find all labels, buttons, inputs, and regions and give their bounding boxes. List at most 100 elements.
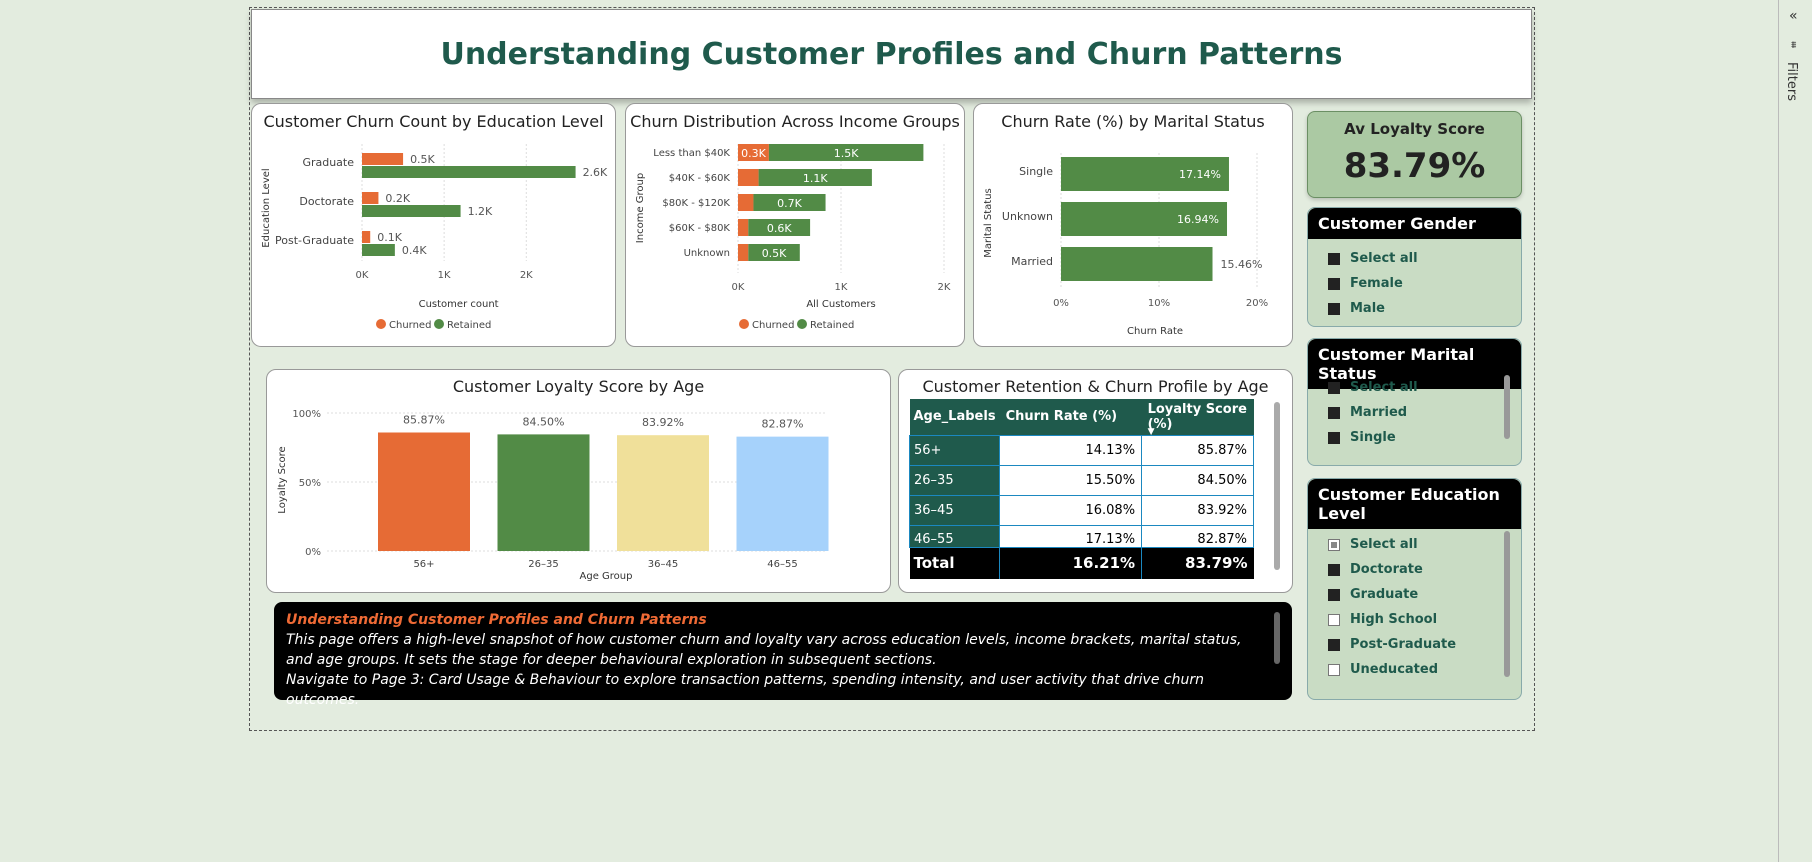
note-heading: Understanding Customer Profiles and Chur… bbox=[286, 612, 707, 628]
filters-pane[interactable] bbox=[1778, 0, 1812, 862]
data-label: 2.6K bbox=[583, 166, 608, 179]
data-label: 0.4K bbox=[402, 244, 427, 257]
checkbox-icon[interactable] bbox=[1328, 613, 1340, 626]
bar-churn-rate bbox=[1061, 247, 1213, 281]
slicer-option-single[interactable]: Single bbox=[1328, 430, 1396, 445]
chart-income-churn[interactable]: Churn Distribution Across Income Groups … bbox=[625, 103, 965, 347]
legend-retained-label: Retained bbox=[810, 320, 854, 331]
checkbox-icon[interactable] bbox=[1328, 277, 1340, 290]
bar-loyalty bbox=[497, 434, 590, 551]
checkbox-icon[interactable] bbox=[1328, 406, 1340, 419]
bar-churned bbox=[362, 231, 371, 243]
note-scrollbar[interactable] bbox=[1274, 612, 1280, 664]
y-tick-label: Unknown bbox=[684, 248, 730, 259]
chart-marital-churn[interactable]: Churn Rate (%) by Marital Status 0% 10% 20… bbox=[973, 103, 1293, 347]
y-axis-label: Education Level bbox=[261, 168, 272, 247]
y-tick-label: $80K - $120K bbox=[662, 198, 730, 209]
bar-loyalty bbox=[617, 435, 709, 551]
slicer-education[interactable]: Customer Education Level Select all Doct… bbox=[1307, 478, 1522, 700]
column-header-age[interactable]: Age_Labels bbox=[913, 409, 996, 425]
chart-loyalty-svg: 100% 50% 0% 85.87% 56+ 84.50% 26–35 83.92% 36–45… bbox=[277, 409, 829, 582]
bar-churn-rate bbox=[1061, 157, 1229, 191]
slicer-option-female[interactable]: Female bbox=[1328, 276, 1403, 291]
data-label: 84.50% bbox=[523, 415, 565, 428]
y-tick-label: Unknown bbox=[1002, 210, 1053, 223]
bar-churned bbox=[738, 244, 749, 261]
slicer-option-high-school[interactable]: High School bbox=[1328, 612, 1437, 627]
checkbox-icon[interactable] bbox=[1328, 638, 1340, 651]
checkbox-icon[interactable] bbox=[1328, 431, 1340, 444]
data-label: 0.5K bbox=[762, 247, 787, 260]
table-title: Customer Retention & Churn Profile by Ag… bbox=[922, 377, 1269, 396]
narrative-text-box[interactable]: Understanding Customer Profiles and Chur… bbox=[274, 602, 1292, 708]
sort-desc-icon: ▼ bbox=[1147, 426, 1155, 437]
x-axis-label: All Customers bbox=[806, 299, 875, 310]
bar-retained bbox=[748, 244, 800, 261]
y-tick-label: Graduate bbox=[302, 156, 354, 169]
table-scrollbar[interactable] bbox=[1274, 402, 1280, 570]
chart-education-svg: 0K 1K 2K Graduate 0.5K 2.6K Doctorate 0.2K 1.2K P… bbox=[261, 144, 608, 331]
kpi-card[interactable]: Av Loyalty Score 83.79% bbox=[1307, 111, 1522, 198]
slicer-marital[interactable]: Customer Marital Status Select all Marri… bbox=[1307, 338, 1522, 466]
legend-retained-marker bbox=[434, 319, 444, 329]
x-tick-label: 0K bbox=[356, 270, 369, 281]
checkbox-icon[interactable] bbox=[1328, 588, 1340, 601]
chart-loyalty-by-age[interactable]: Customer Loyalty Score by Age 100% 50% 0% 8… bbox=[266, 369, 891, 593]
checkbox-icon[interactable] bbox=[1328, 302, 1340, 315]
bar-retained bbox=[362, 205, 461, 217]
legend-retained-label: Retained bbox=[447, 320, 491, 331]
y-tick-label: Doctorate bbox=[299, 195, 354, 208]
table-row: 56+ 14.13% 85.87% bbox=[908, 434, 1254, 466]
x-axis-label: Churn Rate bbox=[1127, 326, 1183, 337]
y-tick-label: $40K - $60K bbox=[669, 173, 731, 184]
x-tick-label: 2K bbox=[938, 282, 951, 293]
checkbox-icon[interactable] bbox=[1328, 663, 1340, 676]
slicer-option-select-all[interactable]: Select all bbox=[1328, 380, 1418, 395]
slicer-option-graduate[interactable]: Graduate bbox=[1328, 587, 1418, 602]
table-row: 36–45 16.08% 83.92% bbox=[908, 494, 1254, 526]
data-label: 0.7K bbox=[777, 197, 802, 210]
checkbox-icon[interactable] bbox=[1328, 381, 1340, 394]
slicer-option-married[interactable]: Married bbox=[1328, 405, 1407, 420]
collapse-filters-icon[interactable]: « bbox=[1789, 8, 1798, 24]
chart-education-churn[interactable]: Customer Churn Count by Education Level … bbox=[251, 103, 616, 347]
bar-loyalty bbox=[378, 432, 470, 551]
bar-retained bbox=[362, 166, 576, 178]
report-title-banner: Understanding Customer Profiles and Chur… bbox=[251, 9, 1532, 99]
retention-table: Age_Labels Churn Rate (%) Loyalty Score … bbox=[908, 399, 1254, 579]
slicer-scrollbar[interactable] bbox=[1504, 531, 1510, 677]
filters-label[interactable]: Filters bbox=[1784, 62, 1799, 101]
slicer-option-male[interactable]: Male bbox=[1328, 301, 1385, 316]
y-tick-label: 100% bbox=[292, 409, 321, 420]
slicer-option-select-all[interactable]: Select all bbox=[1328, 251, 1418, 266]
retention-table-card[interactable]: Customer Retention & Churn Profile by Ag… bbox=[898, 369, 1293, 593]
bar-churned bbox=[738, 169, 759, 186]
slicer-option-uneducated[interactable]: Uneducated bbox=[1328, 662, 1438, 677]
x-tick-label: 36–45 bbox=[648, 559, 678, 570]
slicer-option-select-all[interactable]: Select all bbox=[1328, 537, 1418, 552]
slicer-scrollbar[interactable] bbox=[1504, 375, 1510, 439]
checkbox-icon[interactable] bbox=[1328, 563, 1340, 576]
slicer-option-post-graduate[interactable]: Post-Graduate bbox=[1328, 637, 1456, 652]
x-tick-label: 20% bbox=[1246, 298, 1268, 309]
x-tick-label: 10% bbox=[1148, 298, 1170, 309]
bar-retained bbox=[753, 194, 826, 211]
table-row: 46–55 17.13% 82.87% bbox=[908, 524, 1254, 548]
bar-churned bbox=[738, 194, 754, 211]
slicer-title: Customer Gender bbox=[1308, 208, 1521, 239]
checkbox-icon[interactable] bbox=[1328, 538, 1340, 551]
column-header-churn-rate[interactable]: Churn Rate (%) bbox=[1005, 409, 1118, 425]
data-label: 0.2K bbox=[385, 192, 410, 205]
slicer-gender[interactable]: Customer Gender Select all Female Male bbox=[1307, 207, 1522, 327]
legend-retained-marker bbox=[797, 319, 807, 329]
y-tick-label: $60K - $80K bbox=[669, 223, 731, 234]
kpi-label: Av Loyalty Score bbox=[1344, 120, 1485, 138]
data-label: 0.3K bbox=[741, 147, 766, 160]
y-axis-label: Income Group bbox=[635, 173, 646, 243]
checkbox-icon[interactable] bbox=[1328, 252, 1340, 265]
y-tick-label: 0% bbox=[305, 547, 321, 558]
column-header-loyalty-score[interactable]: Loyalty Score (%) ▼ bbox=[1147, 401, 1247, 437]
bar-retained bbox=[758, 169, 872, 186]
chart-title: Customer Churn Count by Education Level bbox=[263, 112, 604, 131]
slicer-option-doctorate[interactable]: Doctorate bbox=[1328, 562, 1423, 577]
